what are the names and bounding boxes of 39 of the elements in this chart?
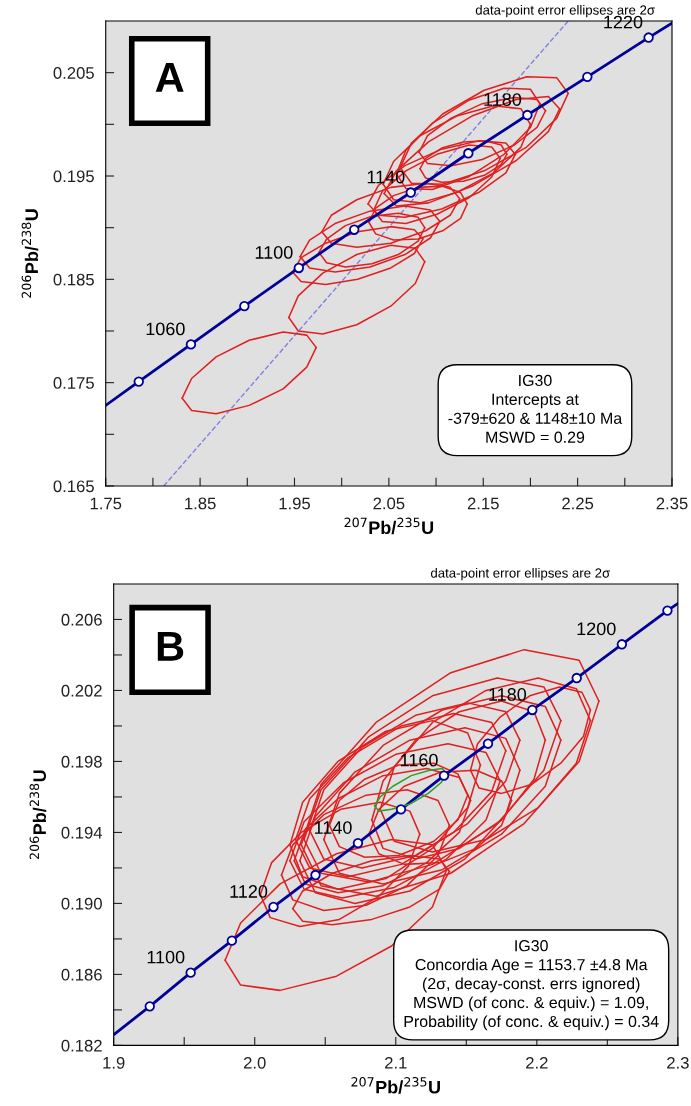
y-tick-label: 0.195: [53, 170, 94, 183]
y-axis-title: $^{206}$Pb/$^{238}$U: [21, 209, 39, 298]
annotation: 1100: [147, 950, 185, 964]
x-tick-label: 1.85: [185, 497, 216, 510]
y-tick-label: 0.165: [53, 480, 94, 493]
x-tick-label: 2.25: [562, 497, 594, 510]
x-tick-label: 2.3: [667, 1056, 689, 1069]
x-tick-label: 2.2: [526, 1056, 548, 1069]
annotation: 1200: [577, 622, 616, 636]
y-tick-label: 0.194: [61, 826, 103, 839]
annotation: 1180: [489, 688, 527, 701]
x-axis-title: $^{207}$Pb/$^{235}$U: [351, 1077, 440, 1094]
y-axis-title: $^{206}$Pb/$^{238}$U: [29, 770, 47, 859]
annotation: 1060: [146, 322, 185, 336]
y-tick-label: 0.202: [61, 684, 102, 697]
y-tick-label: 0.185: [53, 273, 94, 286]
y-tick-label: 0.186: [61, 968, 102, 981]
annotation: A: [155, 63, 184, 92]
y-tick-label: 0.205: [53, 67, 94, 79]
text: data-point error ellipses are 2σ: [430, 567, 610, 581]
x-tick-label: 2.15: [467, 497, 499, 510]
y-tick-label: 0.182: [61, 1039, 102, 1052]
y-tick-label: 0.190: [61, 897, 102, 910]
y-tick-label: 0.175: [53, 377, 94, 389]
x-tick-label: 1.75: [90, 497, 122, 510]
annotation: 1160: [401, 753, 438, 767]
x-tick-label: 2.0: [243, 1056, 266, 1069]
y-tick-label: 0.198: [61, 755, 102, 768]
x-axis-title: $^{207}$Pb/$^{235}$U: [344, 517, 434, 535]
annotation: IG30 Intercepts at -379±620 & 1148±10 Ma MSWD = 0.29: [448, 374, 623, 443]
x-tick-label: 2.05: [373, 497, 405, 510]
annotation: IG30 Concordia Age = 1153.7 ±4.8 Ma (2σ, decay-const. errs ignored) MSWD (of conc. & equiv.) = 1.09, Probability (of conc. & equiv.) = 0.34: [404, 940, 659, 1031]
x-tick-label: 2.1: [385, 1056, 407, 1069]
y-tick-label: 0.206: [61, 613, 102, 626]
annotation: 1100: [255, 246, 293, 259]
x-tick-label: 1.95: [279, 497, 310, 510]
x-tick-label: 2.35: [656, 497, 688, 510]
annotation: B: [157, 632, 184, 661]
x-tick-label: 1.9: [103, 1056, 125, 1069]
